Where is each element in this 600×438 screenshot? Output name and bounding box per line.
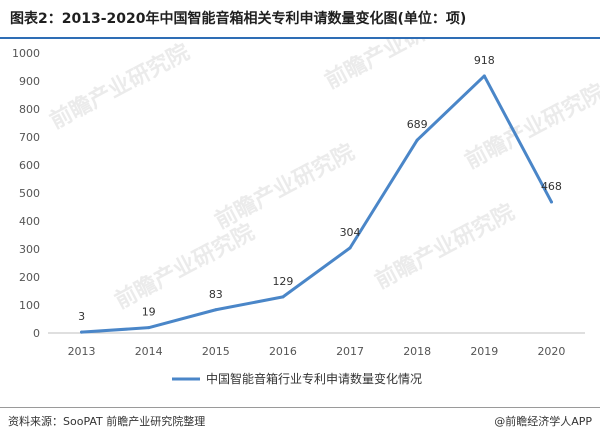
data-point (147, 326, 151, 330)
legend-label: 中国智能音箱行业专利申请数量变化情况 (206, 371, 422, 386)
brand-credit: @前瞻经济学人APP (494, 415, 592, 428)
x-tick-label: 2017 (336, 345, 364, 358)
y-tick-label: 700 (19, 131, 40, 144)
chart-axes: 0 100 200 300 400 500 600 700 800 900 1000 2013 2014… (12, 47, 585, 358)
data-label: 689 (407, 118, 428, 131)
data-point (80, 330, 84, 334)
y-tick-label: 300 (19, 243, 40, 256)
x-tick-label: 2018 (403, 345, 431, 358)
x-tick-label: 2016 (269, 345, 297, 358)
data-point (482, 74, 486, 78)
y-tick-label: 400 (19, 215, 40, 228)
x-tick-label: 2013 (68, 345, 96, 358)
data-point (281, 295, 285, 299)
data-label: 19 (142, 306, 156, 319)
y-tick-label: 500 (19, 187, 40, 200)
chart-title: 图表2：2013-2020年中国智能音箱相关专利申请数量变化图(单位：项) (10, 11, 467, 27)
data-label: 3 (78, 310, 85, 323)
y-tick-label: 600 (19, 159, 40, 172)
x-tick-label: 2020 (537, 345, 565, 358)
data-point (415, 138, 419, 142)
x-tick-label: 2014 (135, 345, 163, 358)
x-tick-label: 2015 (202, 345, 230, 358)
source-note: 资料来源：SooPAT 前瞻产业研究院整理 (8, 415, 206, 428)
y-tick-label: 0 (33, 327, 40, 340)
series-line (80, 74, 553, 334)
y-tick-label: 200 (19, 271, 40, 284)
y-tick-label: 800 (19, 103, 40, 116)
y-tick-label: 900 (19, 75, 40, 88)
y-tick-label: 1000 (12, 47, 40, 60)
watermark-text: 前瞻产业研究院 (46, 39, 194, 134)
data-label: 129 (272, 275, 293, 288)
y-tick-label: 100 (19, 299, 40, 312)
footer-divider (0, 407, 600, 408)
watermark-layer: 前瞻产业研究院 前瞻产业研究院前瞻产业研究院前瞻产业研究院前瞻产业研究院前瞻产业研… (46, 39, 600, 314)
x-tick-label: 2019 (470, 345, 498, 358)
data-label: 304 (340, 226, 361, 239)
watermark-text: 前瞻产业研究院 (211, 139, 359, 234)
watermark-text: 前瞻产业研究院 (321, 39, 469, 94)
watermark-text: 前瞻产业研究院 (371, 199, 519, 294)
data-point (348, 246, 352, 250)
title-divider (0, 37, 600, 39)
watermark-text: 前瞻产业研究院 (111, 219, 259, 314)
data-point (549, 200, 553, 204)
chart-legend: 中国智能音箱行业专利申请数量变化情况 (172, 371, 422, 386)
chart-series (80, 74, 553, 334)
data-labels: 3 19 83 129 304 689 918 468 (78, 54, 562, 323)
data-label: 918 (474, 54, 495, 67)
data-label: 468 (541, 180, 562, 193)
line-chart: 前瞻产业研究院 前瞻产业研究院前瞻产业研究院前瞻产业研究院前瞻产业研究院前瞻产业研… (12, 39, 600, 386)
data-point (214, 308, 218, 312)
data-label: 83 (209, 288, 223, 301)
